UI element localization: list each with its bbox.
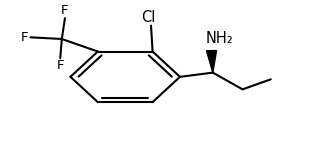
Text: F: F [61, 4, 69, 17]
Text: F: F [21, 31, 28, 44]
Polygon shape [207, 51, 217, 73]
Text: F: F [57, 59, 64, 72]
Text: NH₂: NH₂ [205, 31, 233, 46]
Text: Cl: Cl [141, 10, 155, 25]
